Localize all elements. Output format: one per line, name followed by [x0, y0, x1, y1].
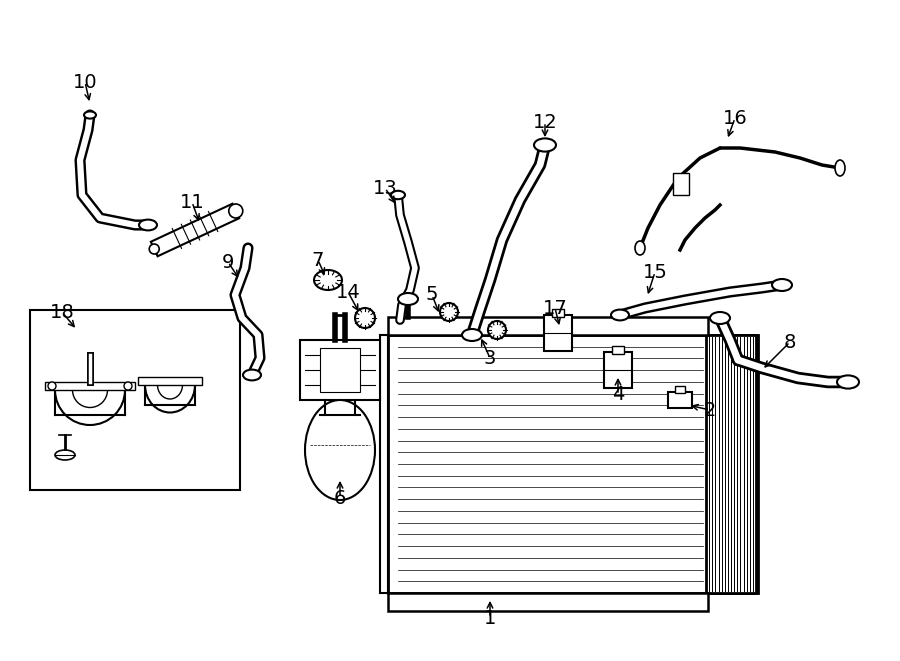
Bar	[675, 386, 685, 393]
Ellipse shape	[314, 270, 342, 290]
Bar	[668, 392, 692, 408]
Ellipse shape	[837, 375, 859, 389]
Text: 16: 16	[723, 108, 747, 128]
Ellipse shape	[611, 309, 629, 321]
Ellipse shape	[440, 303, 458, 321]
Text: 12: 12	[533, 112, 557, 132]
Text: 5: 5	[426, 286, 438, 305]
Ellipse shape	[710, 312, 730, 324]
Ellipse shape	[229, 204, 243, 218]
Ellipse shape	[243, 369, 261, 380]
Ellipse shape	[139, 219, 157, 231]
Text: 17: 17	[543, 299, 567, 317]
Text: 18: 18	[50, 303, 75, 321]
Text: 1: 1	[484, 609, 496, 627]
Text: 10: 10	[73, 73, 97, 91]
Bar	[388, 593, 708, 611]
Ellipse shape	[534, 138, 556, 151]
Ellipse shape	[462, 329, 482, 341]
Bar	[552, 309, 564, 317]
Text: 9: 9	[221, 253, 234, 272]
Text: 11: 11	[180, 192, 204, 212]
Bar	[673, 173, 689, 195]
Ellipse shape	[391, 191, 405, 199]
Bar	[612, 346, 624, 354]
Text: 13: 13	[373, 178, 398, 198]
Ellipse shape	[84, 112, 96, 118]
Bar	[138, 377, 202, 385]
Bar	[388, 335, 758, 593]
Bar	[380, 335, 388, 593]
Bar	[706, 335, 756, 593]
Bar	[544, 315, 572, 351]
Ellipse shape	[772, 279, 792, 291]
Ellipse shape	[305, 400, 375, 500]
Text: 15: 15	[643, 262, 668, 282]
Polygon shape	[151, 204, 239, 256]
Ellipse shape	[398, 293, 418, 305]
Bar	[300, 340, 380, 400]
Ellipse shape	[149, 244, 159, 254]
Ellipse shape	[355, 308, 375, 328]
Text: 14: 14	[336, 282, 360, 301]
Bar	[320, 348, 360, 392]
Bar	[30, 310, 240, 490]
Bar	[45, 382, 135, 390]
Text: 7: 7	[311, 251, 324, 270]
Ellipse shape	[635, 241, 645, 255]
Ellipse shape	[488, 321, 506, 339]
Text: 2: 2	[704, 401, 716, 420]
Text: 4: 4	[612, 385, 625, 405]
Text: 6: 6	[334, 488, 346, 508]
Ellipse shape	[124, 382, 132, 390]
Text: 8: 8	[784, 332, 796, 352]
Ellipse shape	[48, 382, 56, 390]
Ellipse shape	[55, 450, 75, 460]
Text: 3: 3	[484, 348, 496, 368]
Bar	[604, 352, 632, 388]
Bar	[388, 317, 708, 335]
Ellipse shape	[835, 160, 845, 176]
